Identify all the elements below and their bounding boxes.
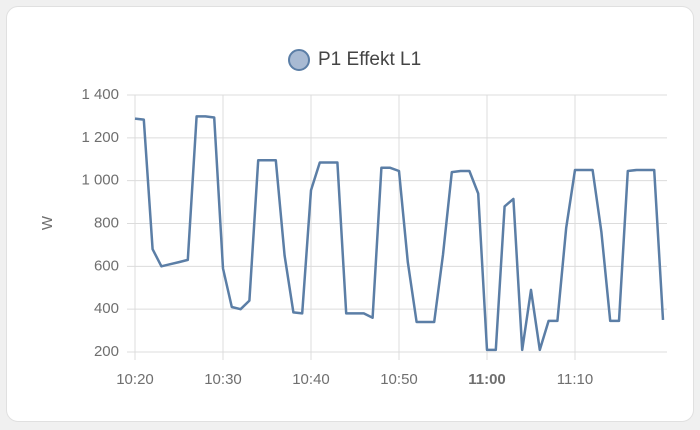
card — [6, 6, 694, 422]
x-tick-label: 10:30 — [204, 371, 242, 388]
x-tick-label: 10:50 — [380, 371, 418, 388]
y-tick-label: 1 000 — [81, 172, 119, 189]
data-line — [134, 115, 665, 352]
legend-marker — [288, 49, 310, 71]
y-tick-label: 1 400 — [81, 86, 119, 103]
y-axis-label: W — [39, 215, 56, 230]
legend-label: P1 Effekt L1 — [318, 49, 421, 70]
y-tick-label: 600 — [94, 257, 119, 274]
y-tick-label: 200 — [94, 343, 119, 360]
x-tick-label: 10:40 — [292, 371, 330, 388]
x-tick-label: 11:10 — [557, 371, 593, 388]
y-tick-label: 800 — [94, 214, 119, 231]
x-tick-label: 10:20 — [116, 371, 154, 388]
y-tick-label: 400 — [94, 300, 119, 317]
y-tick-label: 1 200 — [81, 129, 119, 146]
x-tick-label: 11:00 — [468, 371, 506, 388]
